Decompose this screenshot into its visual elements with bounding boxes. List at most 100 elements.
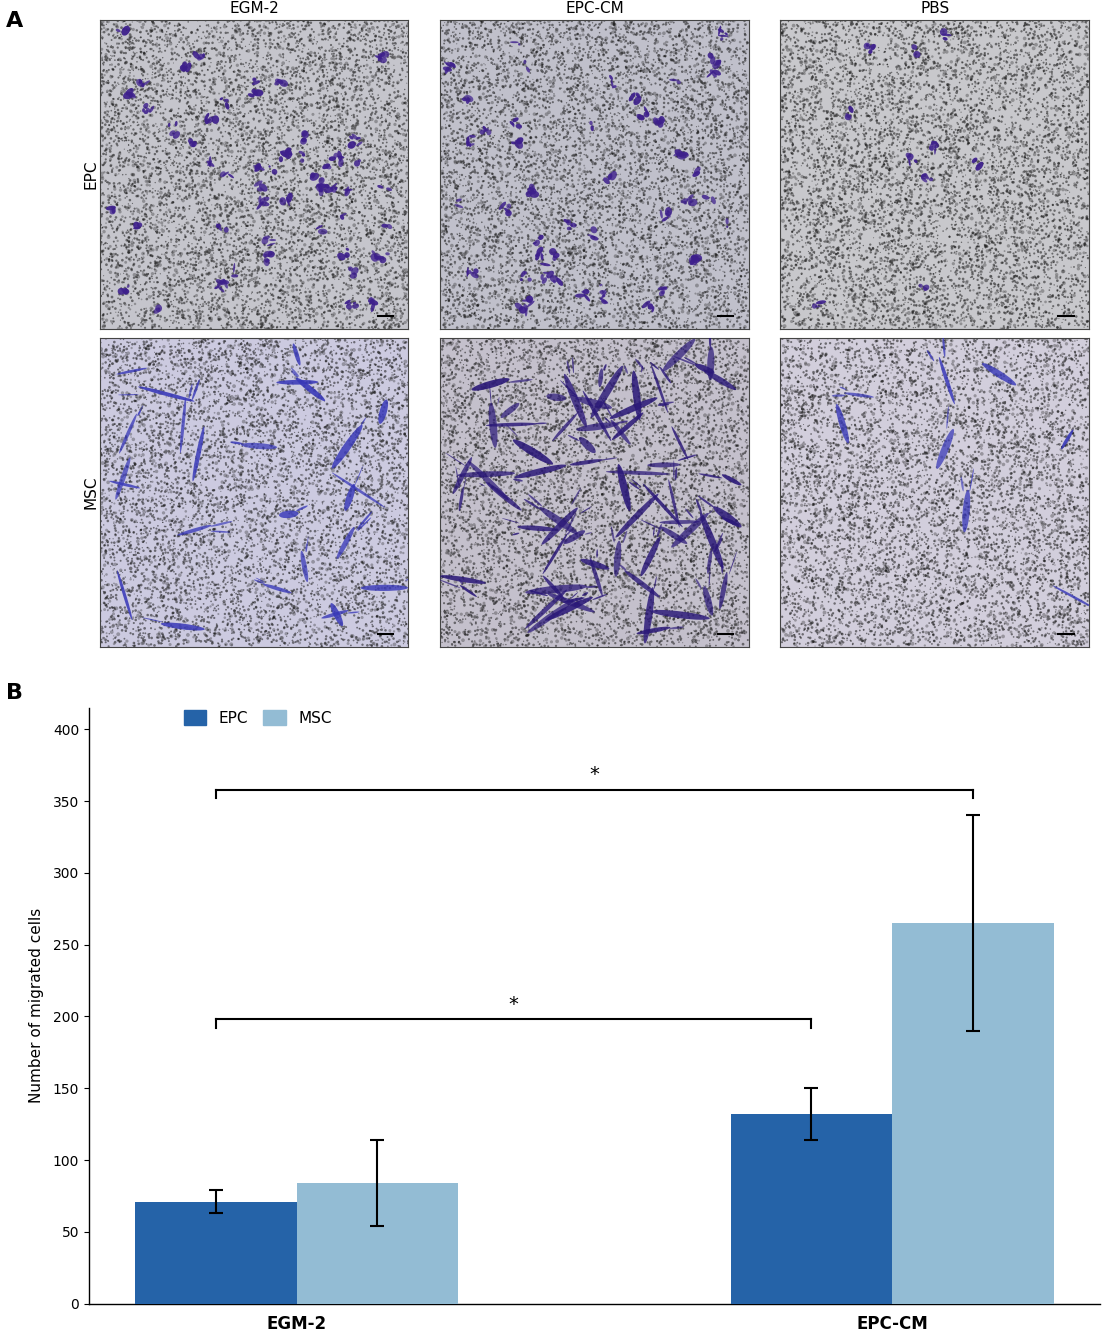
- Point: [127, 223, 144, 245]
- Point: [685, 629, 703, 650]
- Point: [213, 125, 231, 146]
- Point: [802, 117, 820, 138]
- Point: [934, 190, 952, 211]
- Point: [661, 13, 679, 35]
- Point: [356, 134, 373, 156]
- Point: [978, 480, 995, 501]
- Point: [1007, 20, 1024, 42]
- Point: [494, 43, 512, 65]
- Point: [1002, 208, 1020, 230]
- Point: [389, 36, 407, 58]
- Point: [316, 177, 333, 199]
- Point: [807, 169, 824, 191]
- Point: [304, 421, 322, 442]
- Point: [181, 453, 199, 474]
- Point: [639, 328, 657, 349]
- Point: [877, 50, 894, 71]
- Point: [638, 345, 655, 367]
- Point: [148, 237, 166, 258]
- Point: [448, 82, 466, 103]
- Point: [526, 273, 543, 294]
- Point: [450, 480, 468, 501]
- Point: [466, 477, 483, 499]
- Point: [863, 75, 881, 97]
- Point: [167, 336, 184, 358]
- Point: [824, 207, 842, 228]
- Point: [334, 453, 352, 474]
- Point: [1019, 578, 1037, 599]
- Point: [278, 82, 296, 103]
- Point: [1047, 386, 1064, 407]
- Point: [592, 298, 610, 320]
- Point: [320, 352, 338, 374]
- Point: [1071, 238, 1089, 259]
- Point: [263, 12, 281, 34]
- Point: [349, 468, 367, 489]
- Point: [293, 575, 311, 597]
- Point: [398, 387, 416, 409]
- Point: [288, 250, 306, 271]
- Point: [1029, 519, 1047, 540]
- Point: [661, 269, 679, 290]
- Point: [160, 220, 178, 242]
- Point: [501, 351, 519, 372]
- Point: [393, 24, 411, 46]
- Point: [928, 524, 945, 546]
- Point: [612, 449, 630, 470]
- Point: [738, 388, 755, 410]
- Point: [524, 317, 542, 339]
- Point: [827, 460, 844, 481]
- Point: [659, 184, 677, 206]
- Point: [262, 273, 280, 294]
- Point: [127, 278, 144, 300]
- Point: [523, 146, 541, 168]
- Point: [821, 16, 839, 38]
- Point: [390, 316, 408, 337]
- Point: [184, 300, 202, 321]
- Point: [1028, 16, 1045, 38]
- Point: [788, 507, 805, 528]
- Point: [331, 329, 349, 351]
- Point: [925, 314, 943, 336]
- Point: [487, 69, 504, 90]
- Point: [728, 598, 745, 620]
- Point: [934, 20, 952, 42]
- Point: [583, 500, 601, 521]
- Point: [342, 176, 360, 198]
- Point: [1041, 363, 1059, 384]
- Point: [116, 126, 133, 148]
- Point: [354, 620, 372, 641]
- Point: [657, 266, 674, 288]
- Point: [928, 19, 945, 40]
- Point: [822, 587, 840, 609]
- Point: [159, 34, 177, 55]
- Point: [526, 583, 543, 605]
- Point: [433, 577, 451, 598]
- Point: [569, 442, 587, 464]
- Ellipse shape: [568, 530, 571, 535]
- Point: [234, 137, 252, 159]
- Point: [546, 302, 563, 324]
- Point: [203, 480, 221, 501]
- Point: [517, 74, 534, 95]
- Point: [330, 415, 348, 437]
- Point: [328, 44, 346, 66]
- Point: [781, 590, 799, 612]
- Point: [508, 216, 526, 238]
- Point: [330, 184, 348, 206]
- Point: [711, 259, 729, 281]
- Point: [963, 579, 981, 601]
- Point: [184, 570, 202, 591]
- Point: [1061, 570, 1079, 591]
- Point: [347, 38, 364, 59]
- Point: [280, 548, 298, 570]
- Point: [884, 282, 902, 304]
- Point: [914, 47, 932, 69]
- Point: [507, 293, 524, 314]
- Point: [670, 308, 688, 329]
- Point: [793, 19, 811, 40]
- Point: [880, 243, 898, 265]
- Point: [331, 552, 349, 574]
- Point: [1048, 512, 1065, 534]
- Point: [701, 316, 719, 337]
